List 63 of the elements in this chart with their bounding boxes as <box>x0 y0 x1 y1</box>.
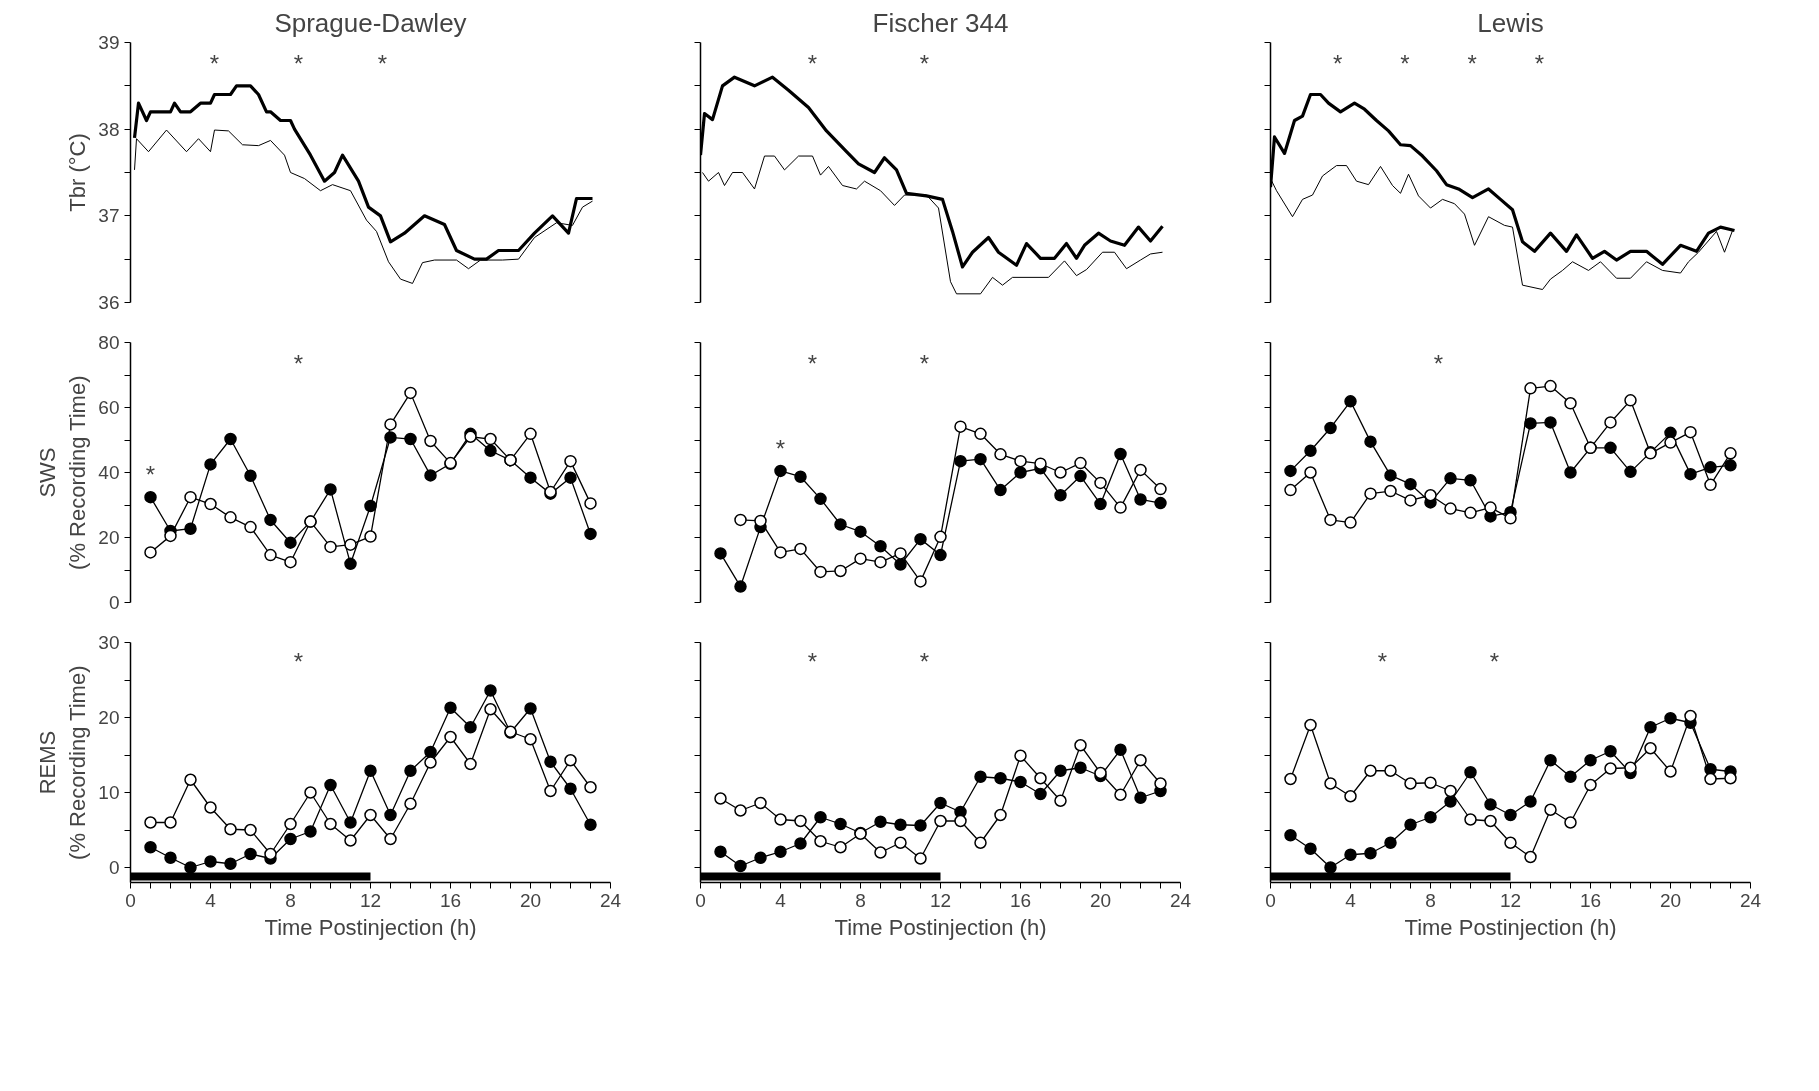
annotation: * <box>807 49 818 77</box>
x-tick-label: 8 <box>855 889 866 911</box>
chart-title: Lewis <box>1477 7 1544 38</box>
x-axis-title: Time Postinjection (h) <box>264 914 477 940</box>
x-tick-label: 4 <box>775 889 787 911</box>
chart-title: Sprague-Dawley <box>274 7 467 38</box>
x-tick-label: 20 <box>519 889 542 911</box>
annotation: * <box>1377 648 1388 676</box>
y-axis-title: SWS (% Recording Time) <box>35 375 91 570</box>
annotation: * <box>293 349 304 377</box>
x-tick-label: 12 <box>1499 889 1522 911</box>
annotation: * <box>919 349 930 377</box>
y-tick-label: 20 <box>98 527 120 548</box>
annotation: * <box>145 461 156 489</box>
x-tick-label: 20 <box>1089 889 1112 911</box>
x-tick-label: 8 <box>285 889 296 911</box>
x-tick-label: 0 <box>125 889 136 911</box>
annotation: * <box>775 434 786 462</box>
y-tick-label: 40 <box>98 462 120 483</box>
annotation: * <box>1433 349 1444 377</box>
y-axis-title: Tbr (°C) <box>65 133 91 212</box>
annotation: * <box>807 648 818 676</box>
annotation: * <box>1400 49 1410 77</box>
x-tick-label: 12 <box>359 889 382 911</box>
chart-title: Fischer 344 <box>872 7 1009 38</box>
x-tick-label: 24 <box>1169 889 1192 911</box>
y-axis-title: REMS (% Recording Time) <box>35 665 91 860</box>
y-tick-label: 20 <box>98 707 120 728</box>
x-axis-title: Time Postinjection (h) <box>1404 914 1617 940</box>
annotation: * <box>293 49 304 77</box>
x-tick-label: 24 <box>1739 889 1762 911</box>
x-tick-label: 4 <box>205 889 217 911</box>
y-tick-label: 80 <box>98 332 120 353</box>
annotation: * <box>919 648 930 676</box>
x-axis-title: Time Postinjection (h) <box>834 914 1047 940</box>
x-tick-label: 16 <box>1579 889 1602 911</box>
x-tick-label: 4 <box>1345 889 1357 911</box>
y-tick-label: 37 <box>98 205 120 227</box>
x-tick-label: 16 <box>1009 889 1032 911</box>
annotation: * <box>1489 648 1500 676</box>
annotation: * <box>919 49 930 77</box>
x-tick-label: 0 <box>695 889 706 911</box>
y-tick-label: 30 <box>98 632 120 653</box>
annotation: * <box>377 49 388 77</box>
y-tick-label: 60 <box>98 397 120 418</box>
x-tick-label: 0 <box>1265 889 1276 911</box>
annotation: * <box>807 349 818 377</box>
annotation: * <box>1534 49 1544 77</box>
x-tick-label: 20 <box>1659 889 1682 911</box>
y-tick-label: 36 <box>98 292 120 313</box>
y-tick-label: 0 <box>108 592 120 613</box>
x-tick-label: 8 <box>1425 889 1436 911</box>
x-tick-label: 12 <box>929 889 952 911</box>
x-tick-label: 24 <box>599 889 622 911</box>
annotation: * <box>209 49 220 77</box>
y-tick-label: 39 <box>98 32 120 53</box>
y-tick-label: 38 <box>98 118 120 140</box>
y-tick-label: 10 <box>98 782 120 803</box>
x-tick-label: 16 <box>439 889 462 911</box>
annotation: * <box>1467 49 1477 77</box>
annotation: * <box>293 648 304 676</box>
y-tick-label: 0 <box>108 857 120 878</box>
annotation: * <box>1333 49 1343 77</box>
